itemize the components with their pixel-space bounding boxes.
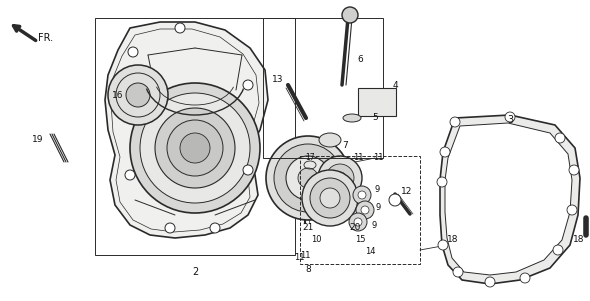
Circle shape	[286, 156, 330, 200]
Circle shape	[180, 133, 210, 163]
Circle shape	[167, 120, 223, 176]
Circle shape	[567, 205, 577, 215]
Text: 20: 20	[349, 224, 360, 232]
Bar	[263, 18, 383, 158]
Text: 13: 13	[272, 76, 284, 85]
Text: 4: 4	[392, 80, 398, 89]
Text: 3: 3	[507, 115, 513, 125]
Circle shape	[274, 144, 342, 212]
Circle shape	[130, 83, 260, 213]
Text: 15: 15	[355, 235, 365, 244]
Text: 14: 14	[365, 247, 375, 256]
Text: 19: 19	[32, 135, 44, 144]
Circle shape	[210, 223, 220, 233]
Text: 9: 9	[375, 203, 381, 213]
Text: FR.: FR.	[38, 33, 54, 43]
Circle shape	[266, 136, 350, 220]
Text: 11: 11	[300, 252, 310, 260]
Text: 12: 12	[401, 188, 412, 197]
Text: 17: 17	[305, 154, 315, 163]
Circle shape	[389, 194, 401, 206]
Bar	[300, 156, 420, 264]
Circle shape	[453, 267, 463, 277]
Circle shape	[353, 186, 371, 204]
Circle shape	[356, 201, 374, 219]
Text: 11: 11	[373, 153, 384, 162]
Circle shape	[326, 164, 354, 192]
Text: 2: 2	[192, 267, 198, 277]
Circle shape	[485, 277, 495, 287]
Text: 8: 8	[305, 265, 311, 275]
Text: 9: 9	[371, 221, 376, 229]
Ellipse shape	[319, 133, 341, 147]
Circle shape	[450, 117, 460, 127]
Polygon shape	[445, 123, 572, 275]
Circle shape	[334, 172, 346, 184]
Text: 11: 11	[353, 153, 363, 162]
Circle shape	[505, 112, 515, 122]
Circle shape	[354, 218, 362, 226]
Bar	[358, 88, 396, 116]
Circle shape	[310, 178, 350, 218]
Circle shape	[320, 188, 340, 208]
Circle shape	[555, 133, 565, 143]
Circle shape	[298, 168, 318, 188]
Circle shape	[155, 108, 235, 188]
Polygon shape	[440, 115, 580, 284]
Circle shape	[302, 170, 358, 226]
Circle shape	[438, 240, 448, 250]
Circle shape	[437, 177, 447, 187]
Circle shape	[358, 191, 366, 199]
Circle shape	[165, 223, 175, 233]
Circle shape	[175, 23, 185, 33]
Circle shape	[108, 65, 168, 125]
Circle shape	[128, 47, 138, 57]
Circle shape	[140, 93, 250, 203]
Text: 18: 18	[447, 235, 459, 244]
Text: 18: 18	[573, 235, 585, 244]
Circle shape	[520, 273, 530, 283]
Circle shape	[243, 165, 253, 175]
Text: 5: 5	[372, 113, 378, 123]
Text: 9: 9	[375, 185, 379, 194]
Circle shape	[553, 245, 563, 255]
Ellipse shape	[343, 114, 361, 122]
Circle shape	[125, 170, 135, 180]
Text: 11: 11	[294, 253, 304, 262]
Circle shape	[342, 7, 358, 23]
Circle shape	[361, 206, 369, 214]
Circle shape	[318, 156, 362, 200]
Circle shape	[349, 213, 367, 231]
Text: 16: 16	[112, 91, 124, 100]
Polygon shape	[105, 22, 268, 238]
Text: 6: 6	[357, 55, 363, 64]
Text: 7: 7	[342, 141, 348, 150]
Circle shape	[126, 83, 150, 107]
Circle shape	[243, 80, 253, 90]
Text: 21: 21	[302, 224, 314, 232]
Text: 10: 10	[311, 235, 321, 244]
Circle shape	[569, 165, 579, 175]
Circle shape	[440, 147, 450, 157]
